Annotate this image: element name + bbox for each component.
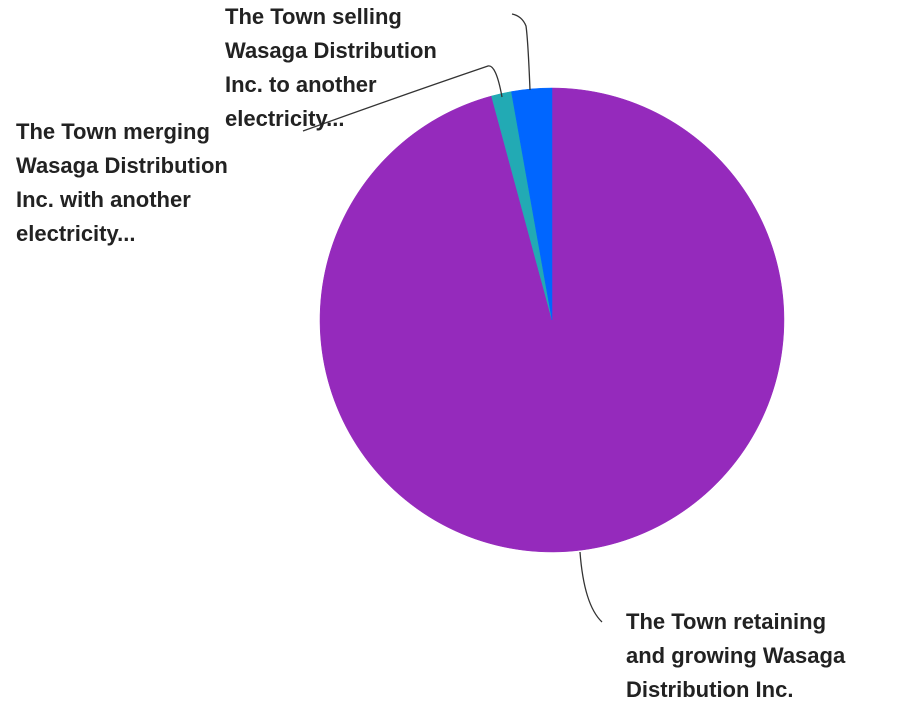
label-merging: The Town merging Wasaga Distribution Inc…: [16, 115, 228, 251]
label-retaining: The Town retaining and growing Wasaga Di…: [626, 605, 845, 701]
leader-line-merging: [302, 65, 503, 132]
leader-line-retaining: [579, 551, 603, 623]
label-selling-line-1: The Town selling: [225, 4, 402, 29]
label-selling: The Town selling Wasaga Distribution Inc…: [225, 0, 437, 136]
label-selling-line-4: electricity...: [225, 106, 345, 131]
label-retaining-line-1: The Town retaining: [626, 609, 827, 634]
label-merging-line-3: Inc. with another: [16, 187, 191, 212]
label-retaining-line-2: and growing Wasaga: [626, 643, 846, 668]
pie-slice-selling: [511, 87, 553, 321]
label-selling-line-2: Wasaga Distribution: [225, 38, 437, 63]
label-selling-line-3: Inc. to another: [225, 72, 377, 97]
leader-line-selling: [511, 13, 531, 91]
label-merging-line-1: The Town merging: [16, 119, 210, 144]
label-merging-line-4: electricity...: [16, 221, 136, 246]
label-merging-line-2: Wasaga Distribution: [16, 153, 228, 178]
label-retaining-line-3: Distribution Inc.: [626, 677, 794, 701]
